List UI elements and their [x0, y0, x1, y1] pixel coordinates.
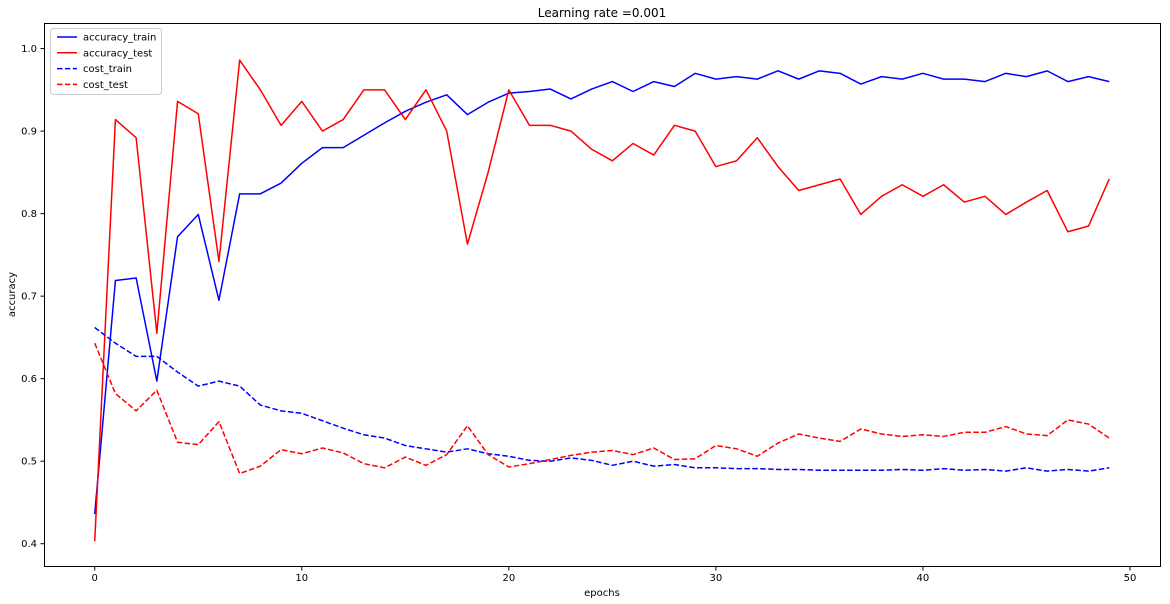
- y-tick-label: 1.0: [21, 44, 37, 55]
- y-tick-label: 0.7: [21, 292, 37, 303]
- y-tick-label: 0.4: [21, 539, 37, 550]
- legend-box: [50, 28, 162, 95]
- y-tick-label: 0.5: [21, 457, 37, 468]
- x-axis-ticks: 0 10 20 30 40 50: [92, 566, 1137, 584]
- legend-label: cost_train: [83, 64, 132, 75]
- x-tick-label: 30: [710, 573, 723, 584]
- y-tick-label: 0.8: [21, 209, 37, 220]
- legend-label: accuracy_test: [83, 48, 152, 59]
- x-tick-label: 40: [917, 573, 930, 584]
- y-tick-label: 0.9: [21, 127, 37, 138]
- legend-label: cost_test: [83, 80, 128, 91]
- series-line-accuracy-test: [93, 59, 1110, 542]
- plot-area-frame: [44, 23, 1161, 567]
- series-line-accuracy-train: [93, 70, 1110, 515]
- series-group: [93, 59, 1110, 542]
- legend-label: accuracy_train: [83, 33, 156, 44]
- legend: accuracy_train accuracy_test cost_traincos…: [50, 28, 162, 95]
- y-tick-label: 0.6: [21, 374, 37, 385]
- x-tick-label: 0: [92, 573, 98, 584]
- series-line-cost-train: [94, 326, 1110, 472]
- y-axis-title: accuracy: [7, 272, 18, 317]
- chart-title: Learning rate =0.001: [538, 6, 667, 20]
- series-line-cost-test: [94, 342, 1110, 475]
- x-tick-label: 20: [502, 573, 515, 584]
- y-axis-ticks: 0.4 0.5 0.6 0.7 0.8 0.9 1.0: [21, 44, 45, 550]
- x-tick-label: 10: [295, 573, 308, 584]
- x-axis-title: epochs: [584, 588, 620, 599]
- x-tick-label: 50: [1124, 573, 1137, 584]
